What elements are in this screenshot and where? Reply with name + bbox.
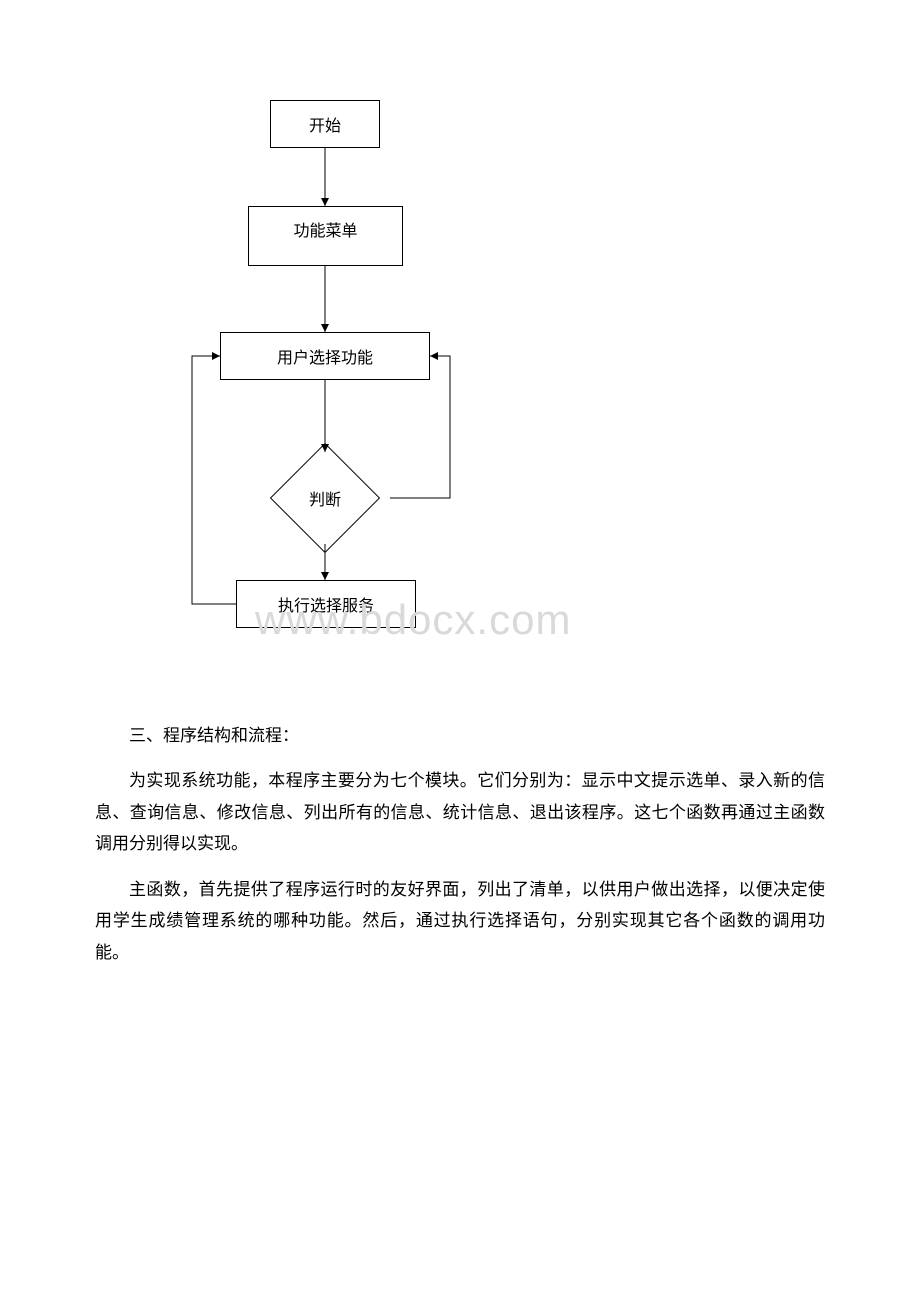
text-content: 三、程序结构和流程： 为实现系统功能，本程序主要分为七个模块。它们分别为：显示中… <box>95 720 825 968</box>
node-label: 判断 <box>309 486 341 510</box>
paragraph: 为实现系统功能，本程序主要分为七个模块。它们分别为：显示中文提示选单、录入新的信… <box>95 765 825 859</box>
node-select: 用户选择功能 <box>220 332 430 380</box>
flowchart: 开始 功能菜单 用户选择功能 判断 执行选择服务 <box>150 100 550 660</box>
node-start: 开始 <box>270 100 380 148</box>
section-heading: 三、程序结构和流程： <box>95 720 825 751</box>
node-label: 用户选择功能 <box>277 344 373 368</box>
node-execute: 执行选择服务 <box>236 580 416 628</box>
node-menu: 功能菜单 <box>248 206 403 266</box>
document-page: 开始 功能菜单 用户选择功能 判断 执行选择服务 <box>0 0 920 968</box>
node-label: 开始 <box>309 112 341 136</box>
node-label: 执行选择服务 <box>278 592 374 616</box>
node-judge: 判断 <box>270 460 380 536</box>
node-label: 功能菜单 <box>293 217 357 241</box>
paragraph: 主函数，首先提供了程序运行时的友好界面，列出了清单，以供用户做出选择，以便决定使… <box>95 874 825 968</box>
flowchart-edges <box>150 100 550 660</box>
